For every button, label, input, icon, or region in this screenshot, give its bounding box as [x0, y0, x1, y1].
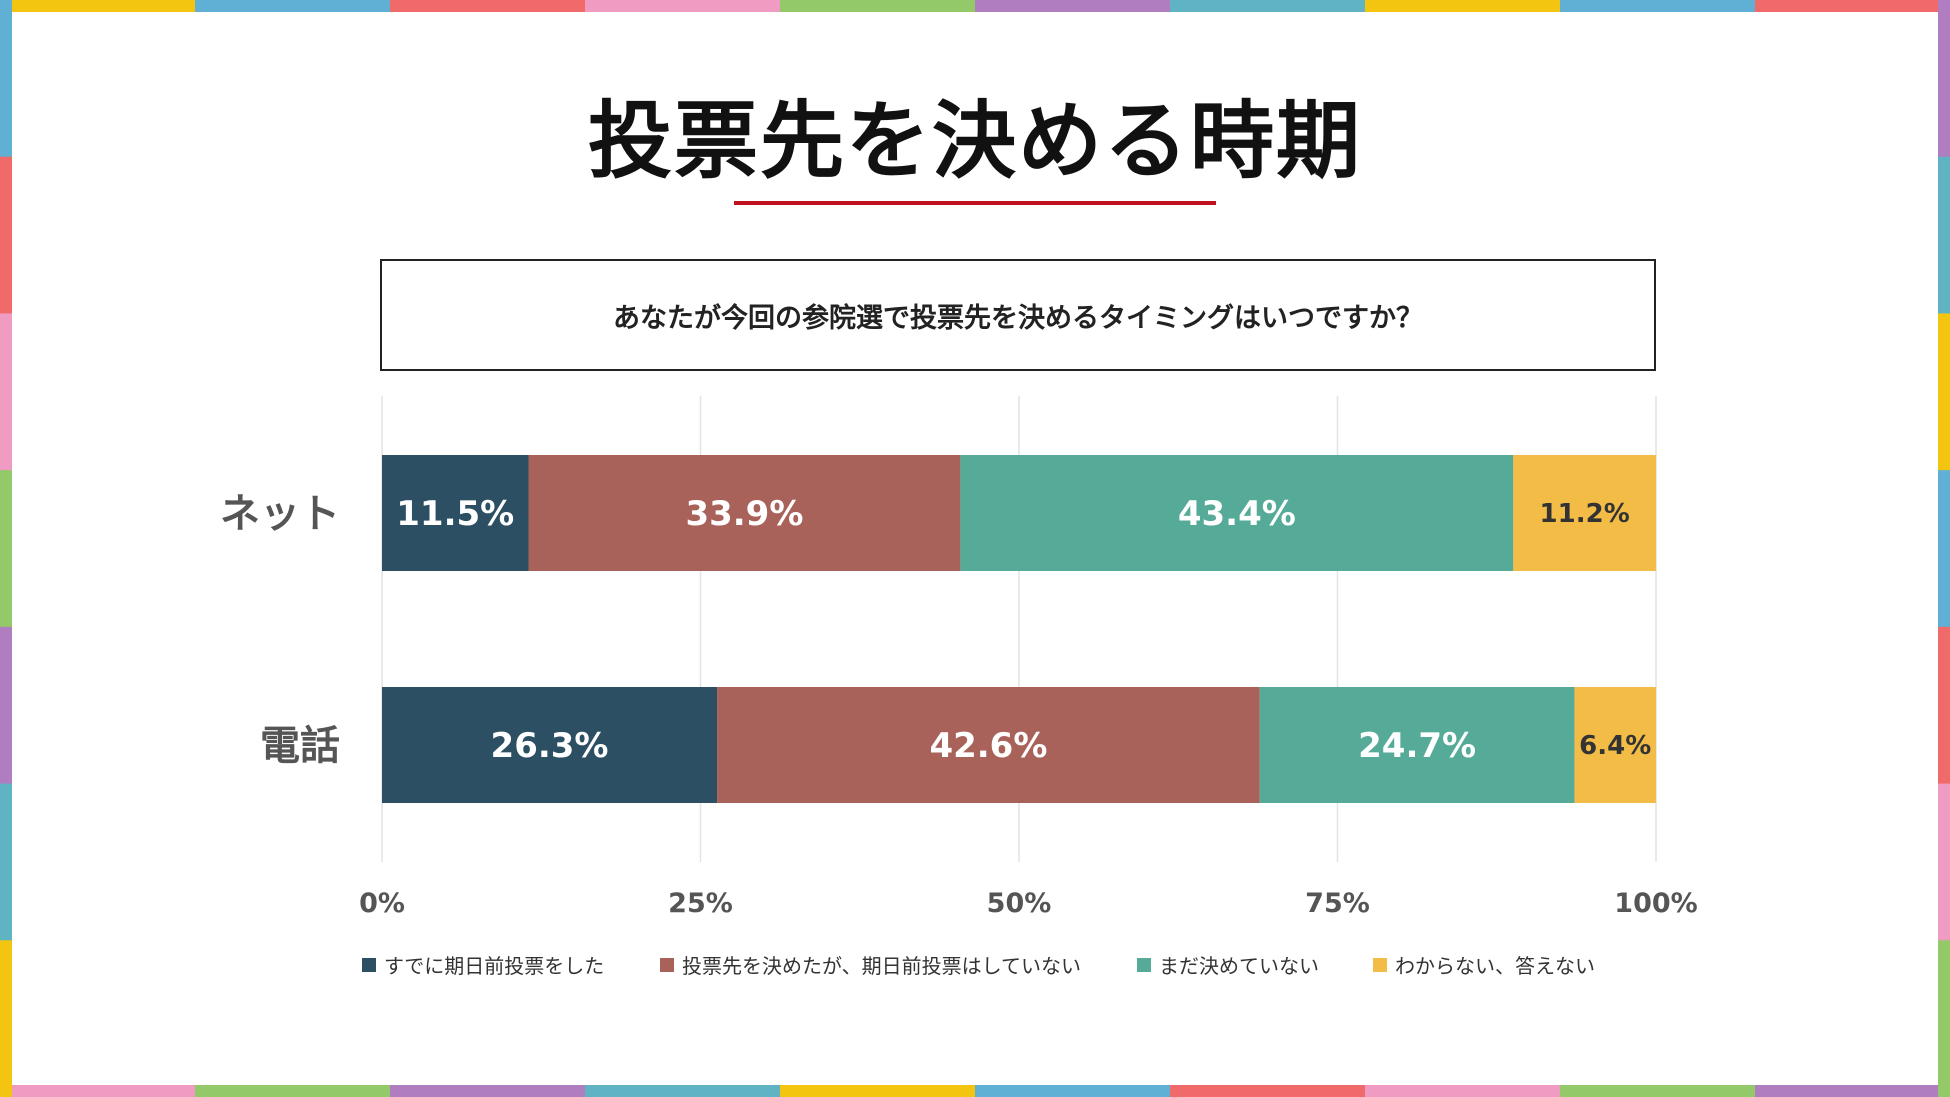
page-title: 投票先を決める時期 [587, 92, 1362, 190]
data-label: 6.4% [1579, 731, 1651, 761]
bar-segment [382, 687, 718, 803]
chart-legend: すでに期日前投票をした 投票先を決めたが、期日前投票はしていない まだ決めていな… [0, 950, 1950, 980]
frame-segment [0, 470, 12, 628]
x-tick-label: 100% [1614, 888, 1697, 919]
frame-segment [975, 0, 1171, 12]
frame-segment [1560, 0, 1756, 12]
legend-item-early-voted: すでに期日前投票をした [362, 950, 604, 979]
frame-segment [1755, 0, 1950, 12]
frame-segment [1938, 626, 1950, 785]
legend-swatch [1373, 957, 1387, 972]
frame-segment [780, 1085, 976, 1097]
frame-segment [1938, 156, 1950, 315]
legend-swatch [362, 957, 376, 972]
bar-segment [528, 455, 961, 571]
frame-segment [585, 1085, 781, 1097]
frame-segment [390, 0, 586, 12]
legend-swatch [660, 957, 674, 972]
frame-segment [195, 0, 391, 12]
legend-item-decided-not-voted: 投票先を決めたが、期日前投票はしていない [660, 950, 1081, 979]
legend-swatch [1137, 957, 1151, 972]
frame-segment [0, 313, 12, 472]
title-underline [734, 201, 1216, 205]
legend-item-unknown: わからない、答えない [1373, 950, 1595, 979]
frame-segment [0, 156, 12, 315]
x-tick-label: 25% [668, 888, 733, 919]
data-label: 42.6% [929, 726, 1047, 766]
data-label: 26.3% [491, 726, 609, 766]
frame-segment [1938, 313, 1950, 472]
bar-segment [960, 455, 1514, 571]
question-text: あなたが今回の参院選で投票先を決めるタイミングはいつですか？ [613, 302, 1423, 334]
frame-segment [0, 940, 12, 1097]
legend-label: わからない、答えない [1395, 954, 1595, 978]
frame-segment [1938, 783, 1950, 942]
frame-segment [0, 783, 12, 942]
frame-segment [1938, 940, 1950, 1097]
frame-segment [585, 0, 781, 12]
frame-segment [1560, 1085, 1756, 1097]
legend-label: まだ決めていない [1159, 954, 1319, 978]
data-label: 33.9% [685, 494, 803, 534]
bar-segment [382, 455, 529, 571]
bar-segment [1574, 687, 1656, 803]
frame-segment [1938, 470, 1950, 628]
frame-segment [1170, 0, 1366, 12]
legend-label: すでに期日前投票をした [384, 954, 605, 978]
frame-segment [1365, 0, 1561, 12]
data-label: 43.4% [1178, 494, 1296, 534]
legend-item-undecided: まだ決めていない [1137, 950, 1319, 979]
legend-label: 投票先を決めたが、期日前投票はしていない [682, 954, 1081, 978]
x-tick-label: 50% [987, 888, 1052, 919]
x-tick-label: 75% [1305, 888, 1370, 919]
frame-segment [195, 1085, 391, 1097]
frame-segment [780, 0, 976, 12]
category-label: 電話 [260, 723, 340, 769]
frame-segment [1365, 1085, 1561, 1097]
bar-segment [1513, 455, 1656, 571]
x-tick-label: 0% [359, 888, 405, 919]
category-label: ネット [220, 491, 340, 537]
frame-segment [0, 0, 12, 158]
data-label: 11.2% [1540, 499, 1630, 529]
data-label: 11.5% [396, 494, 514, 534]
frame-segment [975, 1085, 1171, 1097]
frame-segment [0, 0, 196, 12]
bar-segment [717, 687, 1260, 803]
frame-segment [1755, 1085, 1950, 1097]
frame-segment [1170, 1085, 1366, 1097]
frame-segment [1938, 0, 1950, 158]
data-label: 24.7% [1358, 726, 1476, 766]
frame-segment [0, 626, 12, 785]
frame-segment [390, 1085, 586, 1097]
frame-segment [0, 1085, 196, 1097]
bar-segment [1259, 687, 1575, 803]
question-box: あなたが今回の参院選で投票先を決めるタイミングはいつですか？ [380, 259, 1656, 371]
